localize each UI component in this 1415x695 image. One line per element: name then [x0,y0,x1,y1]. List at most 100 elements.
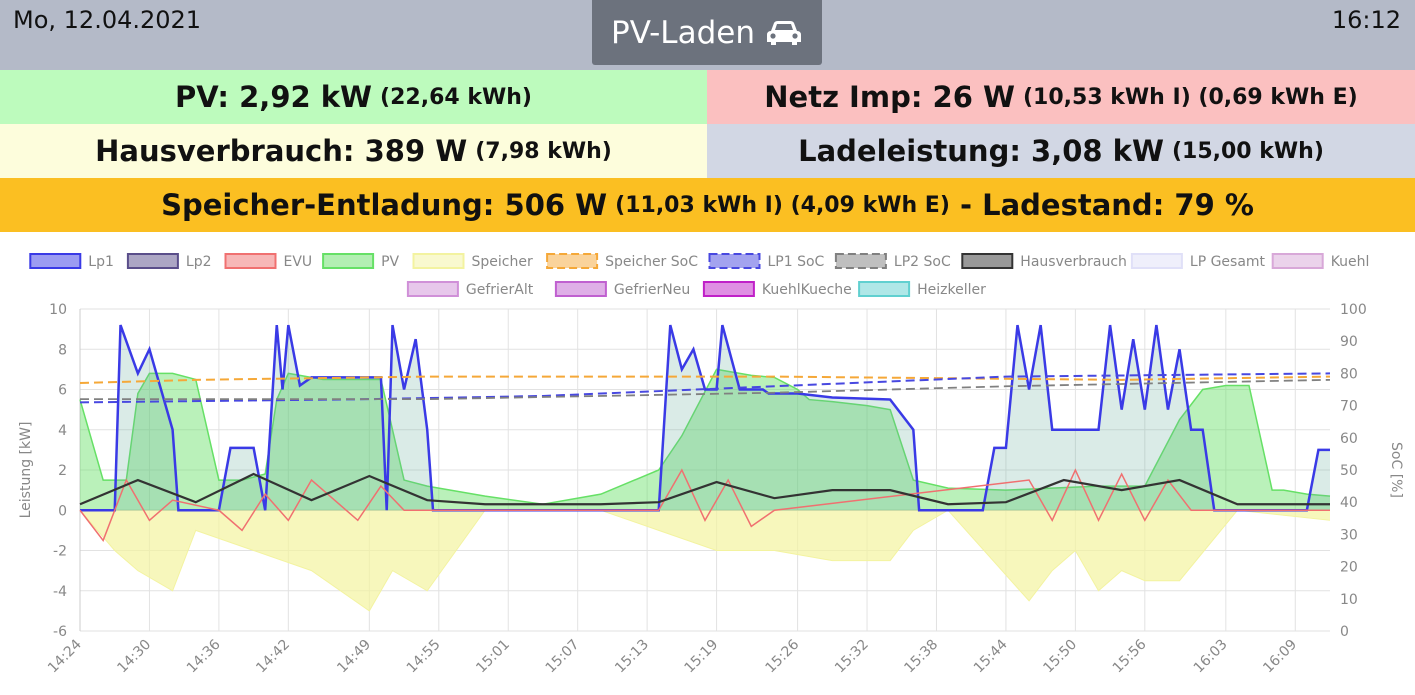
x-tick: 14:49 [334,637,374,677]
series-lp1-area [80,325,1330,511]
x-tick: 14:36 [184,636,224,676]
y-right-tick: 30 [1340,527,1358,543]
x-tick: 15:44 [971,636,1011,676]
legend-hausverbrauch-label: Hausverbrauch [1020,254,1127,270]
series-speicher-area [80,510,1330,611]
power-chart[interactable]: Lp1 Lp2 EVU PV Speicher Speicher SoC LP1 SoC LP… [0,232,1415,691]
y-left-tick: 8 [58,342,67,358]
legend-gefrierneu-label: GefrierNeu [614,282,690,298]
legend-hausverbrauch-swatch [961,253,1014,269]
series-hausverbrauch-line [79,472,1330,506]
x-tick: 14:24 [45,636,85,676]
legend-lp2-label: Lp2 [186,254,212,270]
legend-kuehlkueche-swatch [702,281,755,297]
y-left-tick: -2 [53,544,67,560]
house-label: Hausverbrauch: [95,134,355,168]
x-tick: 15:01 [473,637,513,677]
y-right-tick: 10 [1340,592,1358,608]
y-left-tick: 0 [58,503,67,519]
grid-value: 26 W [932,80,1015,114]
y-left-tick: 2 [58,463,67,479]
battery-soc-label: - Ladestand: [959,188,1165,222]
y-left-tick: -4 [53,584,67,600]
legend-evu-swatch [224,253,277,269]
grid-label: Netz Imp: [764,80,923,114]
charging-label: Ladeleistung: [798,134,1021,168]
y-left-tick: 4 [58,423,67,439]
series-speicher-soc-line [79,375,1331,385]
legend-lp1-label: Lp1 [88,254,114,270]
x-tick: 15:38 [901,637,941,677]
x-tick: 15:13 [612,637,652,677]
battery-tile: Speicher-Entladung: 506 W (11,03 kWh I) (… [0,178,1415,232]
legend-lp1-soc-swatch [708,253,761,269]
legend-kuehlkueche-label: KuehlKueche [762,282,852,298]
legend-speicher-label: Speicher [472,254,533,270]
legend-evu-label: EVU [284,254,313,270]
legend-pv-label: PV [381,254,399,270]
x-tick: 16:03 [1191,637,1231,677]
legend-gefrieralt-label: GefrierAlt [466,282,534,298]
series-lp2-soc-line [80,378,1331,401]
x-tick: 15:19 [682,637,722,677]
legend-lp-gesamt-label: LP Gesamt [1190,254,1266,270]
y-right-tick: 90 [1340,334,1358,350]
legend-lp2-soc-label: LP2 SoC [894,254,951,270]
legend-heizkeller-swatch [858,281,911,297]
charge-mode-label: PV-Laden [611,14,755,51]
series-pv-line [79,368,1331,505]
battery-value: 506 W [504,188,608,222]
y-right-tick: 80 [1340,366,1358,382]
legend-lp1-swatch [29,253,82,269]
y-right-tick: 50 [1340,463,1358,479]
pv-label: PV: [175,80,230,114]
battery-soc-value: 79 % [1174,188,1254,222]
legend-pv-swatch [322,253,375,269]
x-tick: 15:56 [1110,636,1150,676]
legend-kuehl-swatch [1271,253,1324,269]
legend-lp-gesamt-swatch [1130,253,1183,269]
y-left-tick: -6 [53,624,67,640]
y-right-tick: 70 [1340,399,1358,415]
charging-tile: Ladeleistung: 3,08 kW (15,00 kWh) [707,124,1415,178]
legend-speicher-soc-swatch [546,253,599,269]
y-right-label: SoC [%] [1388,442,1404,498]
y-right-tick: 60 [1340,431,1358,447]
battery-detail: (11,03 kWh I) (4,09 kWh E) [615,192,950,218]
series-speicher-line [79,509,1331,612]
legend-kuehl-label: Kuehl [1331,254,1370,270]
legend-lp2-swatch [126,253,179,269]
y-left-tick: 6 [58,383,67,399]
legend-gefrieralt-swatch [406,281,459,297]
series-evu-line [79,468,1330,542]
pv-value: 2,92 kW [239,80,373,114]
house-tile: Hausverbrauch: 389 W (7,98 kWh) [0,124,707,178]
x-tick: 14:55 [404,637,444,677]
grid-detail: (10,53 kWh I) (0,69 kWh E) [1022,84,1358,110]
y-right-tick: 100 [1340,302,1367,318]
grid-tile: Netz Imp: 26 W (10,53 kWh I) (0,69 kWh E) [707,70,1415,124]
x-tick: 15:26 [763,636,803,676]
house-value: 389 W [364,134,468,168]
x-tick: 14:42 [253,637,293,677]
x-tick: 16:09 [1260,637,1300,677]
car-icon [765,19,803,47]
header-bar: Mo, 12.04.2021 PV-Laden 16:12 [0,0,1415,70]
x-tick: 14:30 [114,637,154,677]
charging-detail: (15,00 kWh) [1171,138,1324,164]
charging-value: 3,08 kW [1031,134,1164,168]
series-pv-area [80,369,1330,511]
charge-mode-button[interactable]: PV-Laden [592,0,822,65]
y-right-tick: 40 [1340,495,1358,511]
legend-lp1-soc-label: LP1 SoC [768,254,825,270]
header-date: Mo, 12.04.2021 [13,6,202,34]
y-left-tick: 10 [49,302,67,318]
pv-detail: (22,64 kWh) [380,84,532,110]
legend-lp2-soc-swatch [834,253,887,269]
x-tick: 15:07 [543,637,583,677]
legend-heizkeller-label: Heizkeller [917,282,986,298]
y-left-label: Leistung [kW] [18,422,34,519]
header-time: 16:12 [1331,6,1401,34]
legend-gefrierneu-swatch [554,281,607,297]
y-right-tick: 20 [1340,560,1358,576]
